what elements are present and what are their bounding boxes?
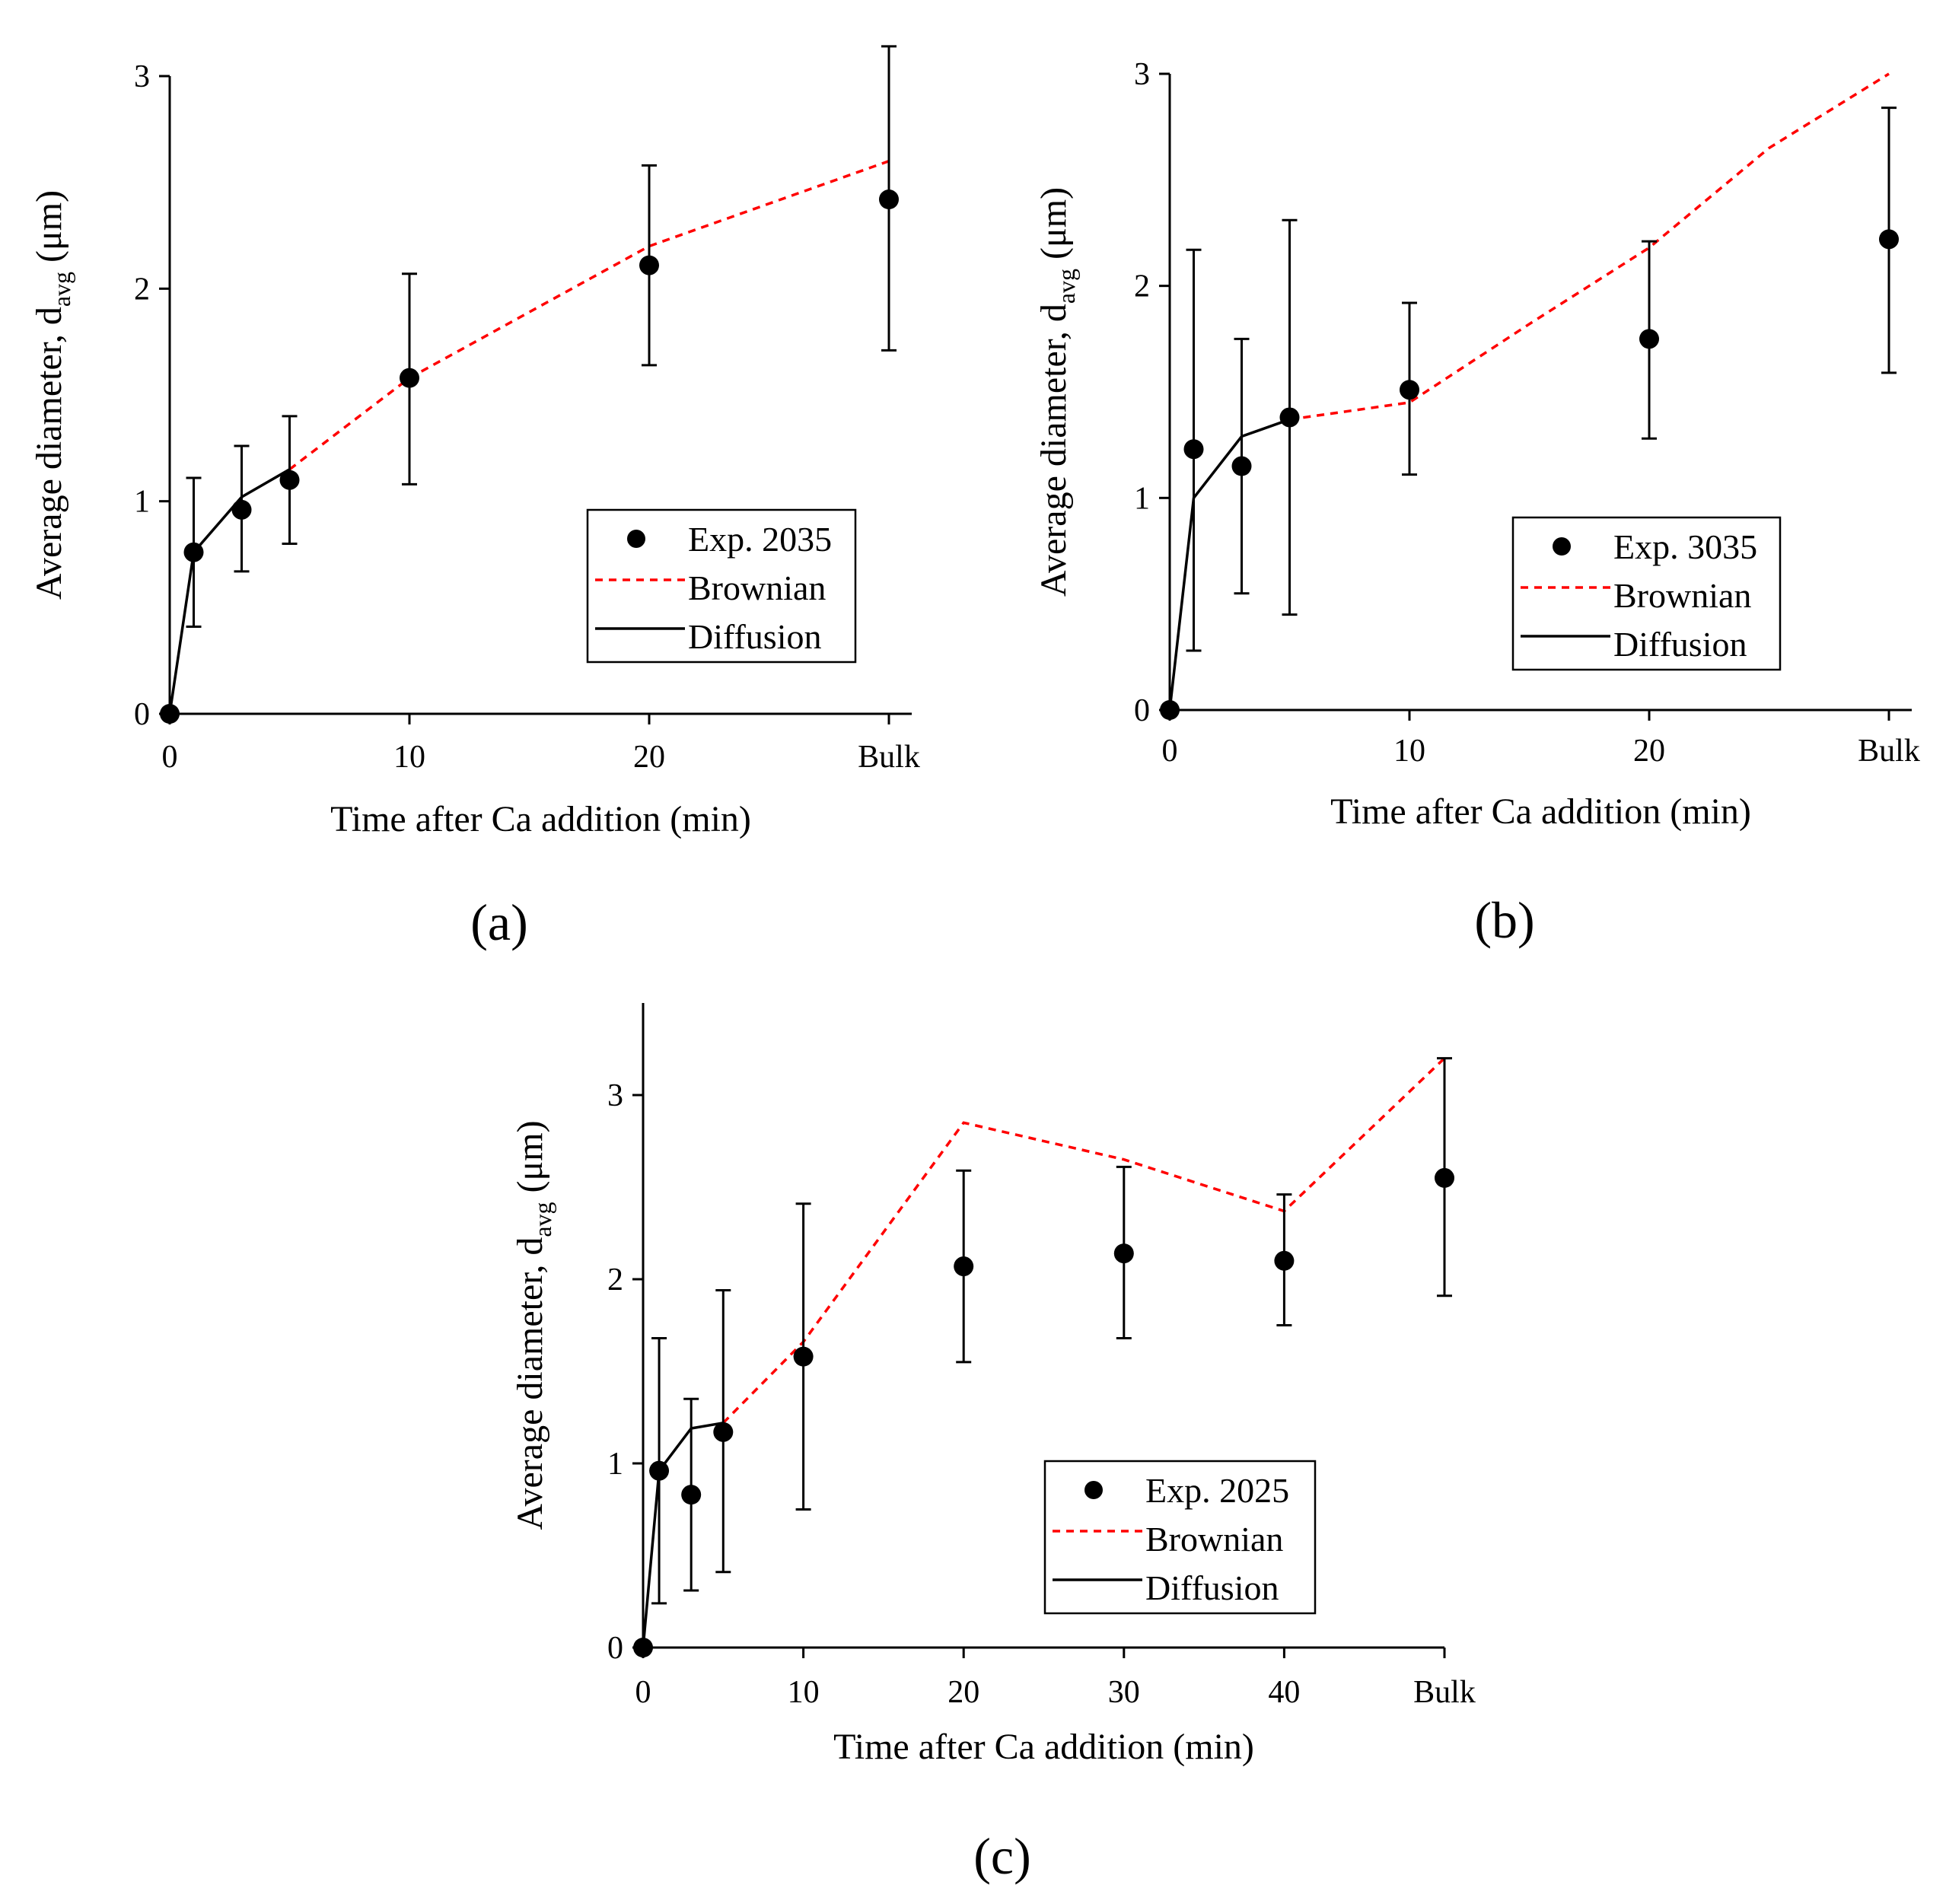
data-point xyxy=(639,255,659,275)
y-tick-label: 3 xyxy=(134,59,150,94)
y-axis-title-subscript: avg xyxy=(1053,269,1080,304)
x-tick-label: 0 xyxy=(635,1675,651,1710)
data-point xyxy=(1879,229,1899,250)
data-point xyxy=(1183,439,1204,460)
data-point xyxy=(231,499,252,520)
legend-label: Diffusion xyxy=(688,617,822,656)
y-tick-label: 1 xyxy=(607,1447,623,1482)
panel-label: (b) xyxy=(1474,891,1534,949)
x-tick-label: 30 xyxy=(1108,1675,1140,1710)
data-point xyxy=(1113,1243,1134,1264)
legend-label: Brownian xyxy=(688,568,826,607)
chart-panel-b: 0 1 2 3 0 10 20 Bulk Time after Ca addition (min… xyxy=(1034,57,1920,949)
y-axis-title-subscript: avg xyxy=(529,1202,556,1237)
y-tick-label: 2 xyxy=(134,272,150,307)
data-point xyxy=(793,1346,814,1367)
legend-label: Brownian xyxy=(1145,1520,1283,1559)
y-tick-label: 0 xyxy=(607,1631,623,1666)
diffusion-line xyxy=(168,468,291,715)
legend-label: Exp. 2025 xyxy=(1145,1471,1289,1510)
data-point xyxy=(400,368,419,388)
x-tick-label: 10 xyxy=(1393,734,1425,769)
brownian-line xyxy=(288,160,890,471)
y-axis-title: Average diameter, davg (μm) xyxy=(29,190,75,600)
legend: Exp. 3035 Brownian Diffusion xyxy=(1511,516,1782,671)
x-tick-label: Bulk xyxy=(1858,734,1920,769)
data-point xyxy=(633,1638,653,1657)
y-tick-label: 3 xyxy=(607,1078,623,1113)
panel-label: (c) xyxy=(973,1827,1030,1885)
brownian-line xyxy=(1289,72,1890,421)
legend: Exp. 2025 Brownian Diffusion xyxy=(1043,1460,1317,1615)
x-tick-label: Bulk xyxy=(858,740,920,775)
data-point xyxy=(1639,329,1659,349)
y-tick-label: 3 xyxy=(1134,57,1150,92)
data-point xyxy=(183,542,204,562)
x-tick-label: 10 xyxy=(788,1675,820,1710)
x-tick-label: 10 xyxy=(393,740,425,775)
x-tick-label: 40 xyxy=(1268,1675,1300,1710)
legend: Exp. 2035 Brownian Diffusion xyxy=(586,508,857,664)
data-point xyxy=(279,470,300,490)
data-point xyxy=(681,1485,702,1505)
x-tick-label: 0 xyxy=(162,740,178,775)
y-tick-label: 1 xyxy=(1134,481,1150,516)
panel-label: (a) xyxy=(470,893,527,951)
y-tick-label: 1 xyxy=(134,485,150,520)
y-axis-title-unit: (μm) xyxy=(510,1120,550,1202)
legend-marker-point xyxy=(1553,537,1571,556)
legend-label: Diffusion xyxy=(1613,625,1747,664)
x-tick-label: 20 xyxy=(633,740,665,775)
brownian-line xyxy=(722,1057,1446,1425)
x-tick-label: Bulk xyxy=(1413,1675,1476,1710)
x-axis-title: Time after Ca addition (min) xyxy=(330,799,751,839)
data-point xyxy=(1274,1250,1295,1271)
data-point xyxy=(879,189,899,210)
legend-marker-point xyxy=(1084,1481,1103,1499)
y-axis-title-unit: (μm) xyxy=(1034,187,1074,269)
data-point xyxy=(1435,1167,1454,1188)
data-point xyxy=(649,1460,670,1481)
data-point xyxy=(1400,380,1419,400)
y-axis-title-main: Average diameter, d xyxy=(29,307,69,600)
data-point xyxy=(954,1256,974,1277)
chart-panel-a: 0 1 2 3 0 10 20 Bulk Time after Ca addition (min… xyxy=(29,45,920,951)
data-point xyxy=(713,1422,734,1442)
y-tick-label: 2 xyxy=(607,1262,623,1297)
x-tick-label: 0 xyxy=(1162,734,1178,769)
diffusion-line xyxy=(642,1422,724,1648)
legend-label: Diffusion xyxy=(1145,1568,1279,1607)
y-axis-title: Average diameter, davg (μm) xyxy=(1034,187,1080,597)
data-point xyxy=(160,704,180,724)
data-point xyxy=(1160,700,1180,720)
x-axis-title: Time after Ca addition (min) xyxy=(1330,791,1751,832)
data-point xyxy=(1231,456,1252,476)
diffusion-line xyxy=(1168,418,1291,711)
x-tick-label: 20 xyxy=(1633,734,1665,769)
y-tick-label: 2 xyxy=(1134,269,1150,304)
y-axis-title-main: Average diameter, d xyxy=(1034,304,1074,597)
x-tick-label: 20 xyxy=(948,1675,979,1710)
legend-label: Exp. 2035 xyxy=(688,520,832,559)
y-axis-title-main: Average diameter, d xyxy=(510,1237,550,1530)
y-tick-label: 0 xyxy=(134,697,150,732)
legend-label: Brownian xyxy=(1613,576,1751,615)
legend-label: Exp. 3035 xyxy=(1613,527,1757,566)
y-axis-title-unit: (μm) xyxy=(29,190,69,272)
data-point xyxy=(1279,407,1300,428)
y-axis-title: Average diameter, davg (μm) xyxy=(510,1120,556,1530)
y-tick-label: 0 xyxy=(1134,693,1150,728)
x-axis-title: Time after Ca addition (min) xyxy=(833,1727,1254,1767)
legend-marker-point xyxy=(627,530,645,548)
y-axis-title-subscript: avg xyxy=(48,272,75,307)
